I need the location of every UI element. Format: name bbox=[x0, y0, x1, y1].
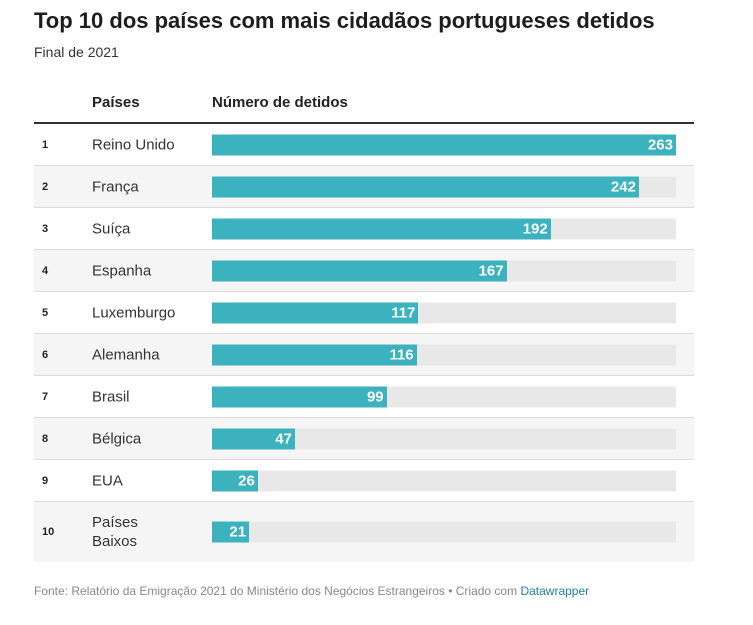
category-label: Alemanha bbox=[92, 346, 160, 363]
data-label: 263 bbox=[647, 136, 673, 153]
table-row: 10 Países Baixos 21 bbox=[34, 502, 694, 562]
bar-track: 21 bbox=[212, 521, 676, 543]
row-rank: 2 bbox=[42, 180, 49, 193]
data-label: 99 bbox=[366, 388, 384, 405]
category-label: EUA bbox=[92, 472, 123, 489]
table-row: 4 Espanha 167 bbox=[34, 250, 694, 292]
bar-track: 116 bbox=[212, 344, 676, 365]
bar-track: 242 bbox=[212, 176, 676, 197]
row-rank: 3 bbox=[42, 222, 49, 235]
datawrapper-link[interactable]: Datawrapper bbox=[520, 584, 590, 598]
table-row: 6 Alemanha 116 bbox=[34, 334, 694, 376]
data-label: 116 bbox=[389, 346, 414, 363]
bar: 242 bbox=[212, 176, 639, 197]
data-label: 47 bbox=[275, 430, 292, 447]
bar-track: 192 bbox=[212, 218, 676, 239]
bar: 192 bbox=[212, 218, 551, 239]
category-label: Bélgica bbox=[92, 430, 142, 447]
chart-title: Top 10 dos países com mais cidadãos port… bbox=[34, 8, 655, 33]
bar: 21 bbox=[212, 521, 250, 543]
bar-track: 117 bbox=[212, 302, 676, 323]
data-label: 242 bbox=[610, 178, 636, 195]
table-row: 9 EUA 26 bbox=[34, 460, 694, 502]
column-header-country: Países bbox=[92, 94, 140, 111]
data-label: 192 bbox=[522, 220, 548, 237]
bar-track: 26 bbox=[212, 470, 676, 491]
table-header: Países Número de detidos bbox=[34, 86, 694, 124]
bar-track: 99 bbox=[212, 386, 676, 407]
data-label: 21 bbox=[229, 523, 247, 541]
category-label: Países Baixos bbox=[92, 514, 138, 550]
row-rank: 7 bbox=[42, 390, 49, 403]
table-row: 8 Bélgica 47 bbox=[34, 418, 694, 460]
category-label: Espanha bbox=[92, 262, 152, 279]
table-row: 2 França 242 bbox=[34, 166, 694, 208]
source-text: Fonte: Relatório da Emigração 2021 do Mi… bbox=[34, 584, 521, 598]
data-label: 167 bbox=[478, 262, 504, 279]
category-label: Brasil bbox=[92, 388, 130, 405]
bar: 116 bbox=[212, 344, 417, 365]
bar: 117 bbox=[212, 302, 419, 323]
bar-table: 1 Reino Unido 263 2 França 242 3 Suíça 192 4 Espan… bbox=[34, 124, 694, 562]
chart-subtitle: Final de 2021 bbox=[34, 44, 119, 60]
bar: 263 bbox=[212, 134, 676, 155]
data-label: 117 bbox=[391, 304, 416, 321]
row-rank: 8 bbox=[42, 432, 49, 445]
table-row: 3 Suíça 192 bbox=[34, 208, 694, 250]
bar: 99 bbox=[212, 386, 387, 407]
bar-track: 167 bbox=[212, 260, 676, 281]
table-row: 1 Reino Unido 263 bbox=[34, 124, 694, 166]
category-label: Suíça bbox=[92, 220, 131, 237]
bar: 167 bbox=[212, 260, 507, 281]
data-label: 26 bbox=[238, 472, 255, 489]
bar: 47 bbox=[212, 428, 295, 449]
bar: 26 bbox=[212, 470, 258, 491]
bar-track: 47 bbox=[212, 428, 676, 449]
table-row: 5 Luxemburgo 117 bbox=[34, 292, 694, 334]
category-label: Luxemburgo bbox=[92, 304, 176, 321]
row-rank: 9 bbox=[42, 474, 49, 487]
category-label: Reino Unido bbox=[92, 136, 175, 153]
category-label: França bbox=[92, 178, 139, 195]
row-rank: 1 bbox=[42, 138, 49, 151]
row-rank: 5 bbox=[42, 306, 49, 319]
row-rank: 6 bbox=[42, 348, 49, 361]
row-rank: 4 bbox=[42, 264, 49, 277]
bar-track: 263 bbox=[212, 134, 676, 155]
table-row: 7 Brasil 99 bbox=[34, 376, 694, 418]
row-rank: 10 bbox=[42, 526, 55, 538]
column-header-value: Número de detidos bbox=[212, 94, 348, 111]
source-footer: Fonte: Relatório da Emigração 2021 do Mi… bbox=[34, 584, 589, 598]
